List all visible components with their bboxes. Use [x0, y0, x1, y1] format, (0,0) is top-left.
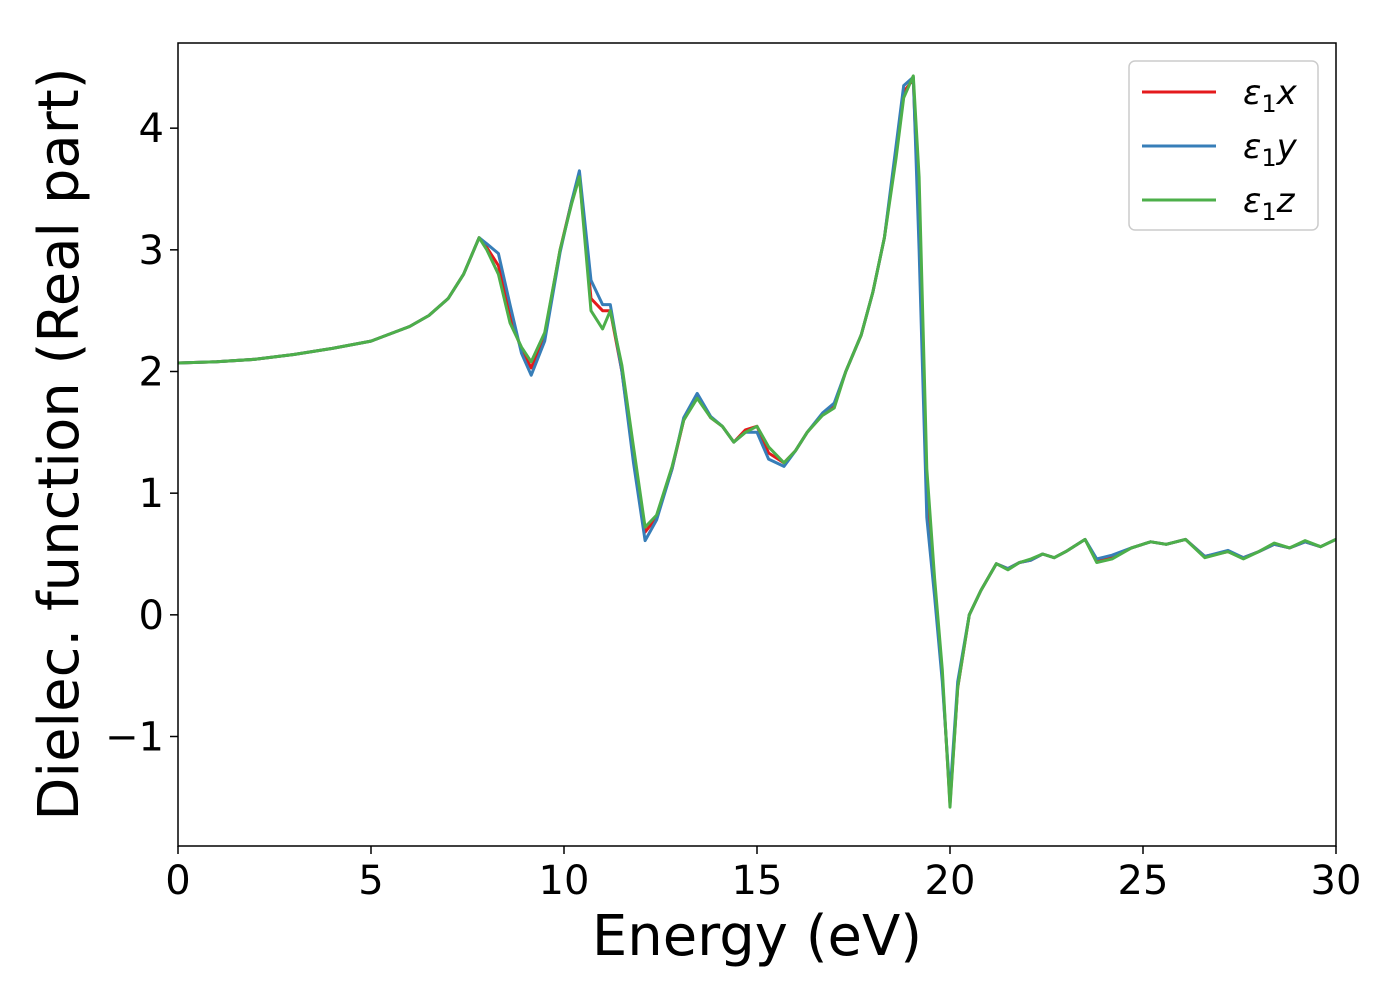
- series-layer: [178, 74, 1336, 809]
- series-line-2: [178, 75, 1336, 797]
- x-tick-label: 30: [1311, 858, 1362, 904]
- x-tick-label: 10: [539, 858, 590, 904]
- y-tick-label: −1: [105, 715, 164, 761]
- y-tick-label: 0: [139, 593, 164, 639]
- y-tick-label: 4: [139, 106, 164, 152]
- legend: ε1x ε1y ε1z: [1128, 60, 1319, 231]
- legend-box: [1128, 60, 1319, 231]
- legend-label: ε1y: [1243, 127, 1298, 172]
- y-axis-ticks: −1 0 1 2 3 4: [105, 106, 178, 761]
- legend-label: ε1x: [1243, 73, 1298, 118]
- y-tick-label: 3: [139, 228, 164, 274]
- legend-label: ε1z: [1243, 181, 1296, 226]
- y-tick-label: 1: [139, 471, 164, 517]
- x-tick-label: 15: [732, 858, 783, 904]
- series-line-3: [178, 74, 1336, 809]
- y-tick-label: 2: [139, 350, 164, 396]
- x-tick-label: 20: [925, 858, 976, 904]
- x-tick-label: 25: [1118, 858, 1169, 904]
- y-axis-title: Dielec. function (Real part): [27, 67, 92, 820]
- x-tick-label: 5: [358, 858, 383, 904]
- x-axis-ticks: 0 5 10 15 20 25 30: [165, 846, 1361, 904]
- x-axis-title: Energy (eV): [592, 904, 922, 969]
- x-tick-label: 0: [165, 858, 190, 904]
